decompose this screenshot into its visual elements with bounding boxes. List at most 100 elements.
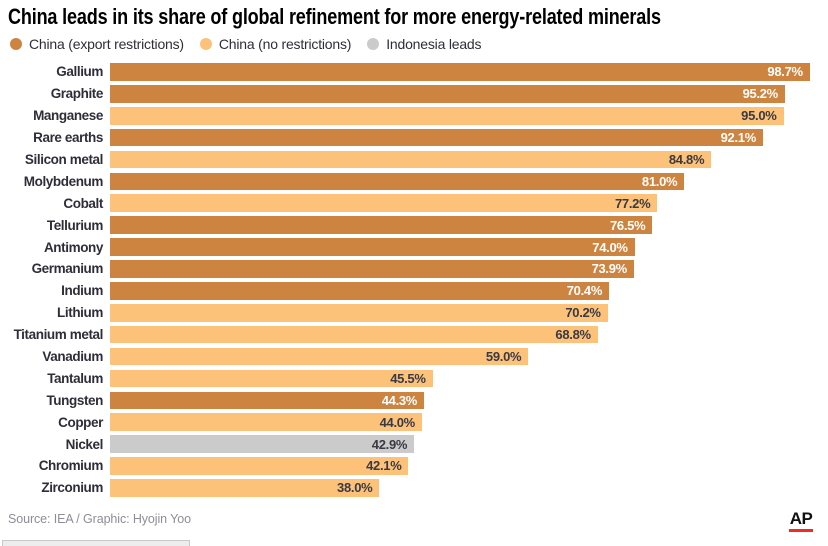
- value-label: 74.0%: [592, 239, 628, 255]
- legend: China (export restrictions) China (no re…: [10, 36, 497, 52]
- bar: 59.0%: [110, 347, 529, 366]
- bar: 98.7%: [110, 63, 810, 81]
- bar-track: 73.9%: [110, 260, 819, 278]
- category-label: Titanium metal: [13, 327, 104, 343]
- value-label: 44.3%: [381, 392, 418, 408]
- value-label: 59.0%: [485, 349, 522, 365]
- bar: 44.0%: [110, 413, 422, 431]
- bar-row: Silicon metal 84.8%: [0, 149, 828, 171]
- legend-label: China (no restrictions): [218, 36, 352, 52]
- category-label: Rare earths: [33, 130, 103, 146]
- legend-dot-indonesia-icon: [367, 38, 380, 50]
- ap-logo-underline: [789, 529, 813, 532]
- bar-row: Zirconium 38.0%: [0, 477, 828, 499]
- category-label: Germanium: [31, 261, 104, 277]
- category-label: Molybdenum: [23, 173, 104, 189]
- value-label: 95.2%: [742, 86, 779, 102]
- legend-label: Indonesia leads: [386, 36, 482, 52]
- value-label: 77.2%: [614, 195, 651, 211]
- bar: 45.5%: [110, 369, 433, 388]
- category-label: Cobalt: [63, 195, 103, 211]
- bar: 81.0%: [110, 172, 685, 191]
- bar: 95.0%: [110, 106, 784, 125]
- value-label: 92.1%: [720, 130, 757, 146]
- bar-chart: Gallium 98.7% Graphite 95.2% Manganese 9…: [0, 61, 828, 499]
- value-label: 68.8%: [555, 327, 591, 343]
- category-label: Indium: [61, 283, 103, 299]
- category-label: Tellurium: [46, 217, 104, 233]
- value-label: 76.5%: [610, 217, 646, 233]
- bar-track: 44.0%: [110, 413, 819, 431]
- bar: 73.9%: [110, 260, 634, 278]
- category-label: Antimony: [43, 239, 103, 255]
- bar: 84.8%: [110, 150, 712, 169]
- bar-row: Lithium 70.2%: [0, 302, 828, 324]
- bar-row: Germanium 73.9%: [0, 258, 828, 280]
- bar-row: Vanadium 59.0%: [0, 346, 828, 368]
- bar-row: Cobalt 77.2%: [0, 192, 828, 214]
- value-label: 42.1%: [366, 458, 402, 474]
- value-label: 73.9%: [591, 261, 628, 277]
- category-label: Vanadium: [42, 349, 103, 365]
- bar: 44.3%: [110, 391, 425, 410]
- bar: 70.2%: [110, 303, 608, 322]
- bar: 77.2%: [110, 194, 658, 213]
- bar-row: Graphite 95.2%: [0, 83, 828, 105]
- bar-row: Copper 44.0%: [0, 411, 828, 433]
- bar-track: 95.2%: [110, 85, 819, 103]
- bar-row: Indium 70.4%: [0, 280, 828, 302]
- legend-dot-export-restrictions-icon: [10, 38, 22, 50]
- category-label: Tantalum: [47, 370, 103, 386]
- bar-track: 76.5%: [110, 216, 819, 234]
- value-label: 38.0%: [337, 480, 373, 496]
- value-label: 81.0%: [641, 173, 678, 189]
- bar-row: Tantalum 45.5%: [0, 367, 828, 389]
- category-label: Gallium: [56, 64, 103, 80]
- bar: 42.9%: [110, 435, 415, 453]
- bar-track: 42.1%: [110, 457, 819, 475]
- bar: 42.1%: [110, 457, 409, 475]
- legend-item-export-restrictions: China (export restrictions): [10, 36, 184, 52]
- category-label: Nickel: [65, 436, 104, 452]
- category-label: Tungsten: [46, 392, 103, 408]
- value-label: 70.4%: [566, 283, 603, 299]
- bar: 92.1%: [110, 128, 763, 147]
- bar: 74.0%: [110, 238, 635, 256]
- bar: 70.4%: [110, 282, 610, 300]
- bar-track: 68.8%: [110, 325, 819, 344]
- bar-track: 45.5%: [110, 369, 819, 388]
- category-label: Chromium: [38, 458, 104, 474]
- category-label: Silicon metal: [24, 152, 103, 167]
- bar-row: Antimony 74.0%: [0, 236, 828, 258]
- ap-logo-text: AP: [789, 509, 813, 528]
- bar-row: Tellurium 76.5%: [0, 214, 828, 236]
- bar-track: 70.2%: [110, 303, 819, 322]
- bar-track: 70.4%: [110, 282, 819, 300]
- bar-track: 74.0%: [110, 238, 819, 256]
- bar-row: Nickel 42.9%: [0, 433, 828, 455]
- bar: 76.5%: [110, 216, 653, 234]
- bar-track: 38.0%: [110, 479, 819, 497]
- chart-title: China leads in its share of global refin…: [8, 4, 661, 29]
- bar-row: Manganese 95.0%: [0, 105, 828, 127]
- ap-logo: AP: [789, 510, 813, 532]
- legend-label: China (export restrictions): [29, 36, 184, 52]
- bar: 68.8%: [110, 325, 598, 344]
- bar-row: Chromium 42.1%: [0, 455, 828, 477]
- category-label: Copper: [58, 414, 103, 430]
- source-credit: Source: IEA / Graphic: Hyojin Yoo: [8, 512, 191, 526]
- bar-row: Gallium 98.7%: [0, 61, 828, 83]
- category-label: Zirconium: [41, 480, 103, 496]
- category-label: Graphite: [50, 86, 104, 102]
- legend-dot-no-restrictions-icon: [199, 38, 212, 50]
- value-label: 45.5%: [390, 370, 426, 386]
- bottom-scrollbar-fragment[interactable]: [2, 540, 190, 546]
- legend-item-indonesia: Indonesia leads: [367, 36, 482, 52]
- bar-track: 59.0%: [110, 347, 819, 366]
- value-label: 42.9%: [371, 436, 408, 452]
- bar-track: 44.3%: [110, 391, 819, 410]
- bar-track: 42.9%: [110, 435, 819, 453]
- value-label: 84.8%: [668, 152, 705, 167]
- value-label: 44.0%: [379, 414, 416, 430]
